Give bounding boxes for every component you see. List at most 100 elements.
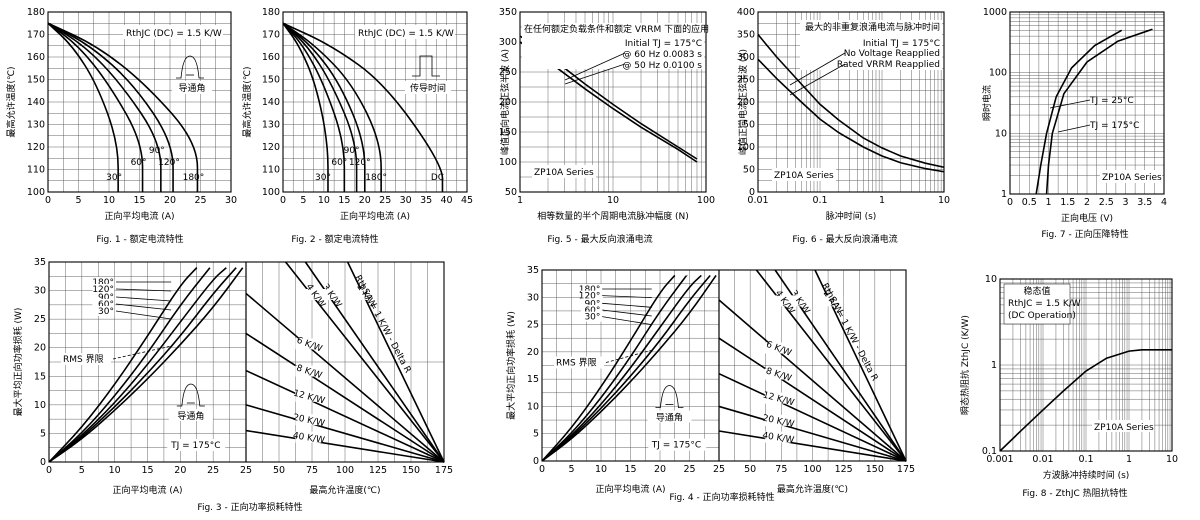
series-line <box>718 405 907 462</box>
y-tick-label: 140 <box>27 97 45 108</box>
annotation-box <box>764 342 791 354</box>
x-tick-label: 75 <box>775 464 787 475</box>
series-label: 120° <box>579 292 601 302</box>
annotation-box <box>92 306 115 316</box>
series-label: 120° <box>92 285 114 295</box>
series-line <box>541 274 688 462</box>
x-tick-label: 10 <box>938 195 950 206</box>
x-tick-label: 175 <box>435 465 453 476</box>
x-tick-label: 2.5 <box>1099 197 1114 208</box>
x-tick-label: 0.1 <box>1078 454 1093 465</box>
series-label: 180° <box>92 278 114 288</box>
plot-frame <box>245 261 445 463</box>
series-line <box>48 267 211 463</box>
annotation-box <box>772 168 836 181</box>
y-tick-label: 0 <box>749 187 755 198</box>
x-tick-label: 45 <box>461 195 473 206</box>
figure-caption: Fig. 3 - 正向功率损耗特性 <box>197 501 302 513</box>
rthsa-annotation: RthSA = 1 K/W - Delta R <box>352 274 412 375</box>
series-line <box>282 22 346 192</box>
freq60-annotation: @ 60 Hz 0.0083 s <box>622 50 702 60</box>
series-line <box>718 299 907 462</box>
x-tick-label: 15 <box>141 465 153 476</box>
condition-annotation: 在任何额定负载条件和额定 VRRM 下面的应用 <box>524 23 709 35</box>
annotation-box <box>168 409 213 421</box>
y-tick-label: 250 <box>499 67 517 78</box>
y-axis-label: 最大平均正向功率损耗 (W) <box>505 311 517 420</box>
figure-caption: Fig. 4 - 正向功率损耗特性 <box>669 491 774 503</box>
y-axis-label: 最大平均正向功率损耗 (W) <box>12 308 24 417</box>
x-tick-label: 0 <box>1007 197 1013 208</box>
y-axis-label: 瞬态热阻抗 ZthJC (K/W) <box>959 315 971 415</box>
heatsink-label: 40 K/W <box>762 431 795 446</box>
y-tick-label: 120 <box>262 142 280 153</box>
x-axis-label: 方波脉冲持续时间 (s) <box>1043 469 1130 481</box>
figure-caption: Fig. 7 - 正向压降特性 <box>1041 228 1128 240</box>
annotation-box <box>769 295 796 307</box>
annotation-box <box>61 353 111 365</box>
x-tick-label: 30 <box>225 195 237 206</box>
x-tick-label: 25 <box>240 465 252 476</box>
series-line <box>282 22 444 192</box>
annotation-box <box>800 20 942 70</box>
series-line <box>245 332 445 463</box>
annotation-box <box>764 368 791 380</box>
y-tick-label: 150 <box>499 127 517 138</box>
x-tick-label: 0.001 <box>986 454 1013 465</box>
x-tick-label: 1 <box>1045 197 1051 208</box>
series-line <box>245 369 445 463</box>
y-tick-label: 5 <box>533 429 539 440</box>
annotation-box <box>532 165 596 178</box>
y-axis-label: 最高允许温度(℃) <box>241 66 253 137</box>
y-axis-label: 最高允许温度(℃) <box>5 66 17 137</box>
x-tick-label: 25 <box>683 464 695 475</box>
x-tick-label: 10 <box>318 195 330 206</box>
annotation-box <box>1003 283 1071 325</box>
x-tick-label: 0 <box>280 195 286 206</box>
annotation-box <box>648 438 707 451</box>
annotation-box <box>92 277 115 287</box>
x-tick-label: 10 <box>103 195 115 206</box>
series-label: 30° <box>98 307 114 317</box>
annotation-box <box>92 292 115 302</box>
x-tick-label: 0.01 <box>747 195 768 206</box>
x-tick-label: 1 <box>1126 454 1132 465</box>
annotation-box <box>316 289 343 300</box>
chart-fig4: 0 5 10 15 20 25 0 5 10 15 20 25 30 35 25 50 75 100 125 150 1… <box>505 265 915 503</box>
x-tick-label: 0.01 <box>1032 454 1053 465</box>
x-axis-label: 正向电压 (V) <box>1061 212 1113 224</box>
plot-frame <box>1009 11 1165 195</box>
annotation-box <box>295 338 322 350</box>
y-tick-label: 1000 <box>983 7 1007 18</box>
series-name-annotation: ZP10A Series <box>774 171 834 181</box>
annotation-box <box>764 431 791 443</box>
rms-limit-line <box>605 349 652 363</box>
x-tick-label: 5 <box>75 195 81 206</box>
y-tick-label: 50 <box>505 187 517 198</box>
x-tick-label: 35 <box>420 195 432 206</box>
steady-state-annotation: 稳态值 <box>1023 285 1050 297</box>
annotation-box <box>784 295 811 307</box>
initial-tj-annotation: Initial TJ = 175°C <box>863 39 940 49</box>
y-tick-label: 170 <box>262 30 280 41</box>
y-tick-label: 160 <box>27 52 45 63</box>
annotation-box <box>580 283 603 294</box>
x-tick-label: 75 <box>306 465 318 476</box>
y-tick-label: 30 <box>34 286 46 297</box>
series-line <box>282 22 366 192</box>
rms-limit-annotation: RMS 界限 <box>556 358 597 369</box>
x-tick-label: 20 <box>654 464 666 475</box>
annotation-box <box>172 81 212 94</box>
annotation-box <box>350 289 377 300</box>
y-axis-label: 峰值正向电流正弦半波 (A) <box>737 49 749 155</box>
y-tick-label: 200 <box>499 97 517 108</box>
annotation-box <box>764 392 791 404</box>
y-tick-label: 0.1 <box>982 446 997 457</box>
y-tick-label: 100 <box>499 157 517 168</box>
series-label: 120° <box>158 158 180 168</box>
annotation-box <box>554 356 604 369</box>
chart-fig2: 0 5 10 15 20 25 30 35 40 45 100 110 120 130 140 150 160 1… <box>241 7 473 245</box>
series-line <box>47 22 162 192</box>
series-label: 120° <box>349 158 371 168</box>
y-tick-label: 0 <box>533 456 539 467</box>
